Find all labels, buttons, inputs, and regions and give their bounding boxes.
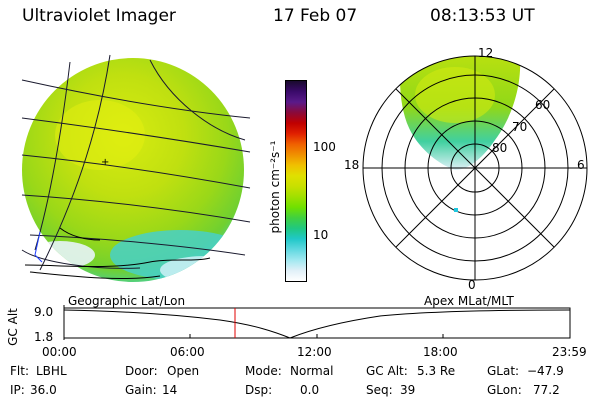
status-mode-value: Normal xyxy=(290,364,334,378)
mlt-label-0: 0 xyxy=(468,278,476,292)
colorbar-gradient xyxy=(286,81,306,281)
status-seq-label: Seq: xyxy=(366,383,393,397)
altitude-tick-9: 9.0 xyxy=(34,305,54,319)
status-dsp-label: Dsp: xyxy=(245,383,273,397)
apex-label: Apex MLat/MLT xyxy=(424,294,514,308)
geographic-label: Geographic Lat/Lon xyxy=(68,294,186,308)
mlat-label-80: 80 xyxy=(492,141,508,155)
status-ip-label: IP: xyxy=(10,383,25,397)
mlat-label-70: 70 xyxy=(512,120,528,134)
instrument-title: Ultraviolet Imager xyxy=(22,6,176,26)
status-glat-label: GLat: xyxy=(487,364,520,378)
image-time: 08:13:53 UT xyxy=(430,6,535,26)
mlat-label-60: 60 xyxy=(535,98,551,112)
colorbar-tick-10: 10 xyxy=(313,228,329,242)
status-glat-value: −47.9 xyxy=(527,364,564,378)
time-tick-0000: 00:00 xyxy=(42,345,77,359)
time-tick-0600: 06:00 xyxy=(170,345,205,359)
status-gcalt-value: 5.3 Re xyxy=(417,364,456,378)
status-glon-label: GLon: xyxy=(487,383,522,397)
mlt-label-12: 12 xyxy=(478,46,494,60)
image-date: 17 Feb 07 xyxy=(273,6,358,26)
status-mode-label: Mode: xyxy=(245,364,282,378)
mlt-label-18: 18 xyxy=(344,158,360,172)
status-gain-value: 14 xyxy=(162,383,178,397)
status-door-label: Door: xyxy=(125,364,158,378)
time-tick-1200: 12:00 xyxy=(297,345,332,359)
status-filter-label: Flt: xyxy=(10,364,29,378)
colorbar-tick-100: 100 xyxy=(313,140,336,154)
status-door-value: Open xyxy=(167,364,200,378)
status-gcalt-label: GC Alt: xyxy=(366,364,408,378)
subsatellite-marker: + xyxy=(101,157,109,168)
time-tick-1800: 18:00 xyxy=(423,345,458,359)
status-seq-value: 39 xyxy=(400,383,416,397)
status-glon-value: 77.2 xyxy=(533,383,560,397)
mlt-label-6: 6 xyxy=(577,158,585,172)
status-filter-value: LBHL xyxy=(36,364,67,378)
status-gain-label: Gain: xyxy=(125,383,157,397)
status-ip-value: 36.0 xyxy=(30,383,57,397)
time-tick-2359: 23:59 xyxy=(552,345,587,359)
altitude-tick-1-8: 1.8 xyxy=(34,330,54,344)
colorbar xyxy=(285,80,307,282)
status-dsp-value: 0.0 xyxy=(300,383,320,397)
